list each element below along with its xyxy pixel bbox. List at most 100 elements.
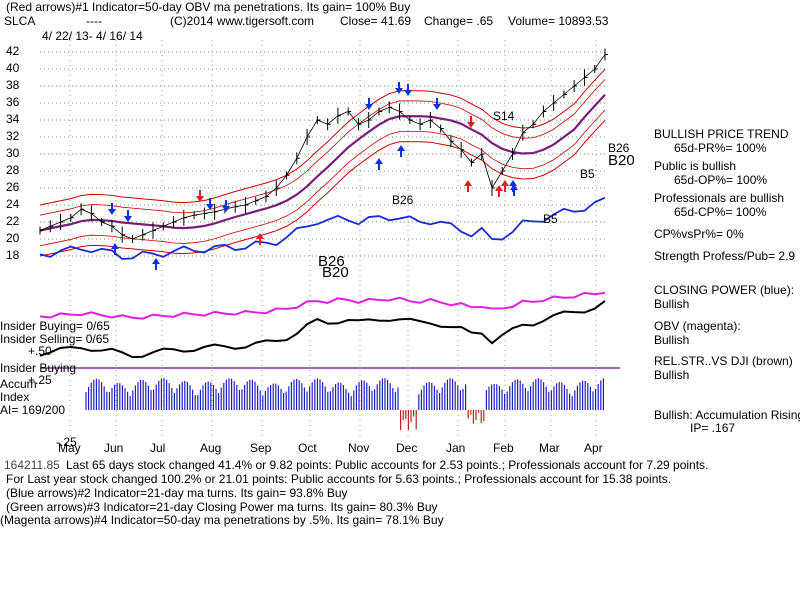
month-label: Mar <box>539 441 560 455</box>
y-tick-label: 18 <box>6 248 20 262</box>
insider-selling-label: Insider Selling= 0/65 <box>0 332 110 346</box>
obv-label: OBV (magenta): <box>654 319 741 333</box>
signal-b5a: B5 <box>580 167 595 181</box>
signal-arrow <box>495 185 503 197</box>
y-tick-label: 30 <box>6 146 20 160</box>
signal-arrow <box>433 98 441 110</box>
signal-s14: S14 <box>493 109 515 123</box>
month-label: Nov <box>348 441 370 455</box>
ma-line <box>39 94 606 232</box>
signal-b5b: B5 <box>543 212 558 226</box>
month-label: Oct <box>298 441 317 455</box>
footer-line3: (Blue arrows)#2 Indicator=21-day ma turn… <box>6 486 348 500</box>
footer-line4: (Green arrows)#3 Indicator=21-day Closin… <box>6 500 438 514</box>
accumulation-histogram <box>85 378 605 430</box>
closing-power-label: CLOSING POWER (blue): <box>654 283 795 297</box>
closing-power-value: Bullish <box>654 297 690 311</box>
cp-vs-pr: CP%vsPr%= 0% <box>654 227 744 241</box>
obv-polyline <box>39 291 606 320</box>
signal-arrow <box>124 210 132 222</box>
signal-b26a: B26 <box>392 193 414 207</box>
date-range: 4/ 22/ 13- 4/ 16/ 14 <box>42 29 143 43</box>
month-label: Feb <box>493 441 514 455</box>
signal-arrow <box>397 145 405 157</box>
plus50-label: +.50 <box>28 344 52 358</box>
signal-arrow <box>111 243 119 255</box>
public-bullish: Public is bullish <box>654 159 737 173</box>
signal-arrow <box>256 233 264 245</box>
signal-arrow <box>467 116 475 128</box>
copyright: (C)2014 www.tigersoft.com <box>170 14 315 28</box>
signal-arrow <box>375 158 383 170</box>
pr-value: 65d-PR%= 100% <box>674 141 767 155</box>
plus25-label: +.25 <box>28 373 52 387</box>
signal-arrow <box>365 98 373 110</box>
obv-line <box>39 291 606 320</box>
signal-arrow <box>464 180 472 192</box>
price-line <box>39 54 606 240</box>
month-label: Jun <box>104 441 124 455</box>
band-line <box>39 68 606 206</box>
relstr-value: Bullish <box>654 368 690 382</box>
strength-ratio: Strength Profess/Pub= 2.9 <box>654 249 796 263</box>
insider-buying-label: Insider Buying= 0/65 <box>0 319 110 333</box>
signal-arrow <box>222 200 230 212</box>
band-line <box>39 119 606 257</box>
signal-b20a: B20 <box>322 264 349 281</box>
signal-arrow <box>152 258 160 270</box>
month-label: Jan <box>446 441 466 455</box>
y-tick-label: 28 <box>6 163 20 177</box>
minus25-label: -.25 <box>56 435 77 449</box>
signal-arrow <box>404 84 412 96</box>
header-dashes: ---- <box>86 14 102 28</box>
accum-label: Accum <box>0 377 37 391</box>
moving-average <box>39 94 606 232</box>
price-bars <box>39 48 608 243</box>
footer-prefix: 164211.85 <box>4 458 60 472</box>
signal-arrow <box>395 82 403 94</box>
volume-value: Volume= 10893.53 <box>508 14 609 28</box>
index-label: Index <box>0 390 30 404</box>
close-value: Close= 41.69 <box>340 14 412 28</box>
signal-arrows <box>108 82 518 270</box>
y-tick-label: 36 <box>6 95 20 109</box>
symbol: SLCA <box>4 14 36 28</box>
month-label: May <box>58 441 81 455</box>
signal-arrow <box>501 180 509 192</box>
op-value: 65d-OP%= 100% <box>674 173 768 187</box>
band-line <box>39 109 606 247</box>
y-tick-label: 34 <box>6 112 20 126</box>
signal-b26b: B26 <box>608 141 630 155</box>
y-tick-label: 22 <box>6 214 20 228</box>
signal-b26c: B26 <box>318 253 345 270</box>
insider-buying2-label: Insider Buying <box>0 361 77 375</box>
accum-rising: Bullish: Accumulation Rising <box>654 408 800 422</box>
ip-value: IP= .167 <box>690 421 736 435</box>
bollinger-bands <box>39 68 606 257</box>
signal-arrow <box>108 203 116 215</box>
bullish-trend: BULLISH PRICE TREND <box>654 127 789 141</box>
month-label: Apr <box>584 441 603 455</box>
y-tick-label: 40 <box>6 61 20 75</box>
y-tick-label: 20 <box>6 231 20 245</box>
month-label: Sep <box>250 441 272 455</box>
y-tick-label: 32 <box>6 129 20 143</box>
signal-b20b: B20 <box>608 152 635 169</box>
gridlines <box>40 40 605 440</box>
cp-value: 65d-CP%= 100% <box>674 205 767 219</box>
y-tick-label: 24 <box>6 197 20 211</box>
y-tick-label: 38 <box>6 78 20 92</box>
band-line <box>39 79 606 216</box>
signal-arrow <box>510 184 518 196</box>
month-label: Aug <box>200 441 222 455</box>
pros-bullish: Professionals are bullish <box>654 191 785 205</box>
signal-arrow <box>196 190 204 202</box>
header-line1: (Red arrows)#1 Indicator=50-day OBV ma p… <box>6 0 411 14</box>
y-tick-label: 26 <box>6 180 20 194</box>
month-label: Dec <box>396 441 418 455</box>
footer-line2: For Last year stock changed 100.2% or 21… <box>6 472 672 486</box>
ai-label: AI= 169/200 <box>0 403 66 417</box>
footer-line1: Last 65 days stock changed 41.4% or 9.82… <box>66 458 709 472</box>
